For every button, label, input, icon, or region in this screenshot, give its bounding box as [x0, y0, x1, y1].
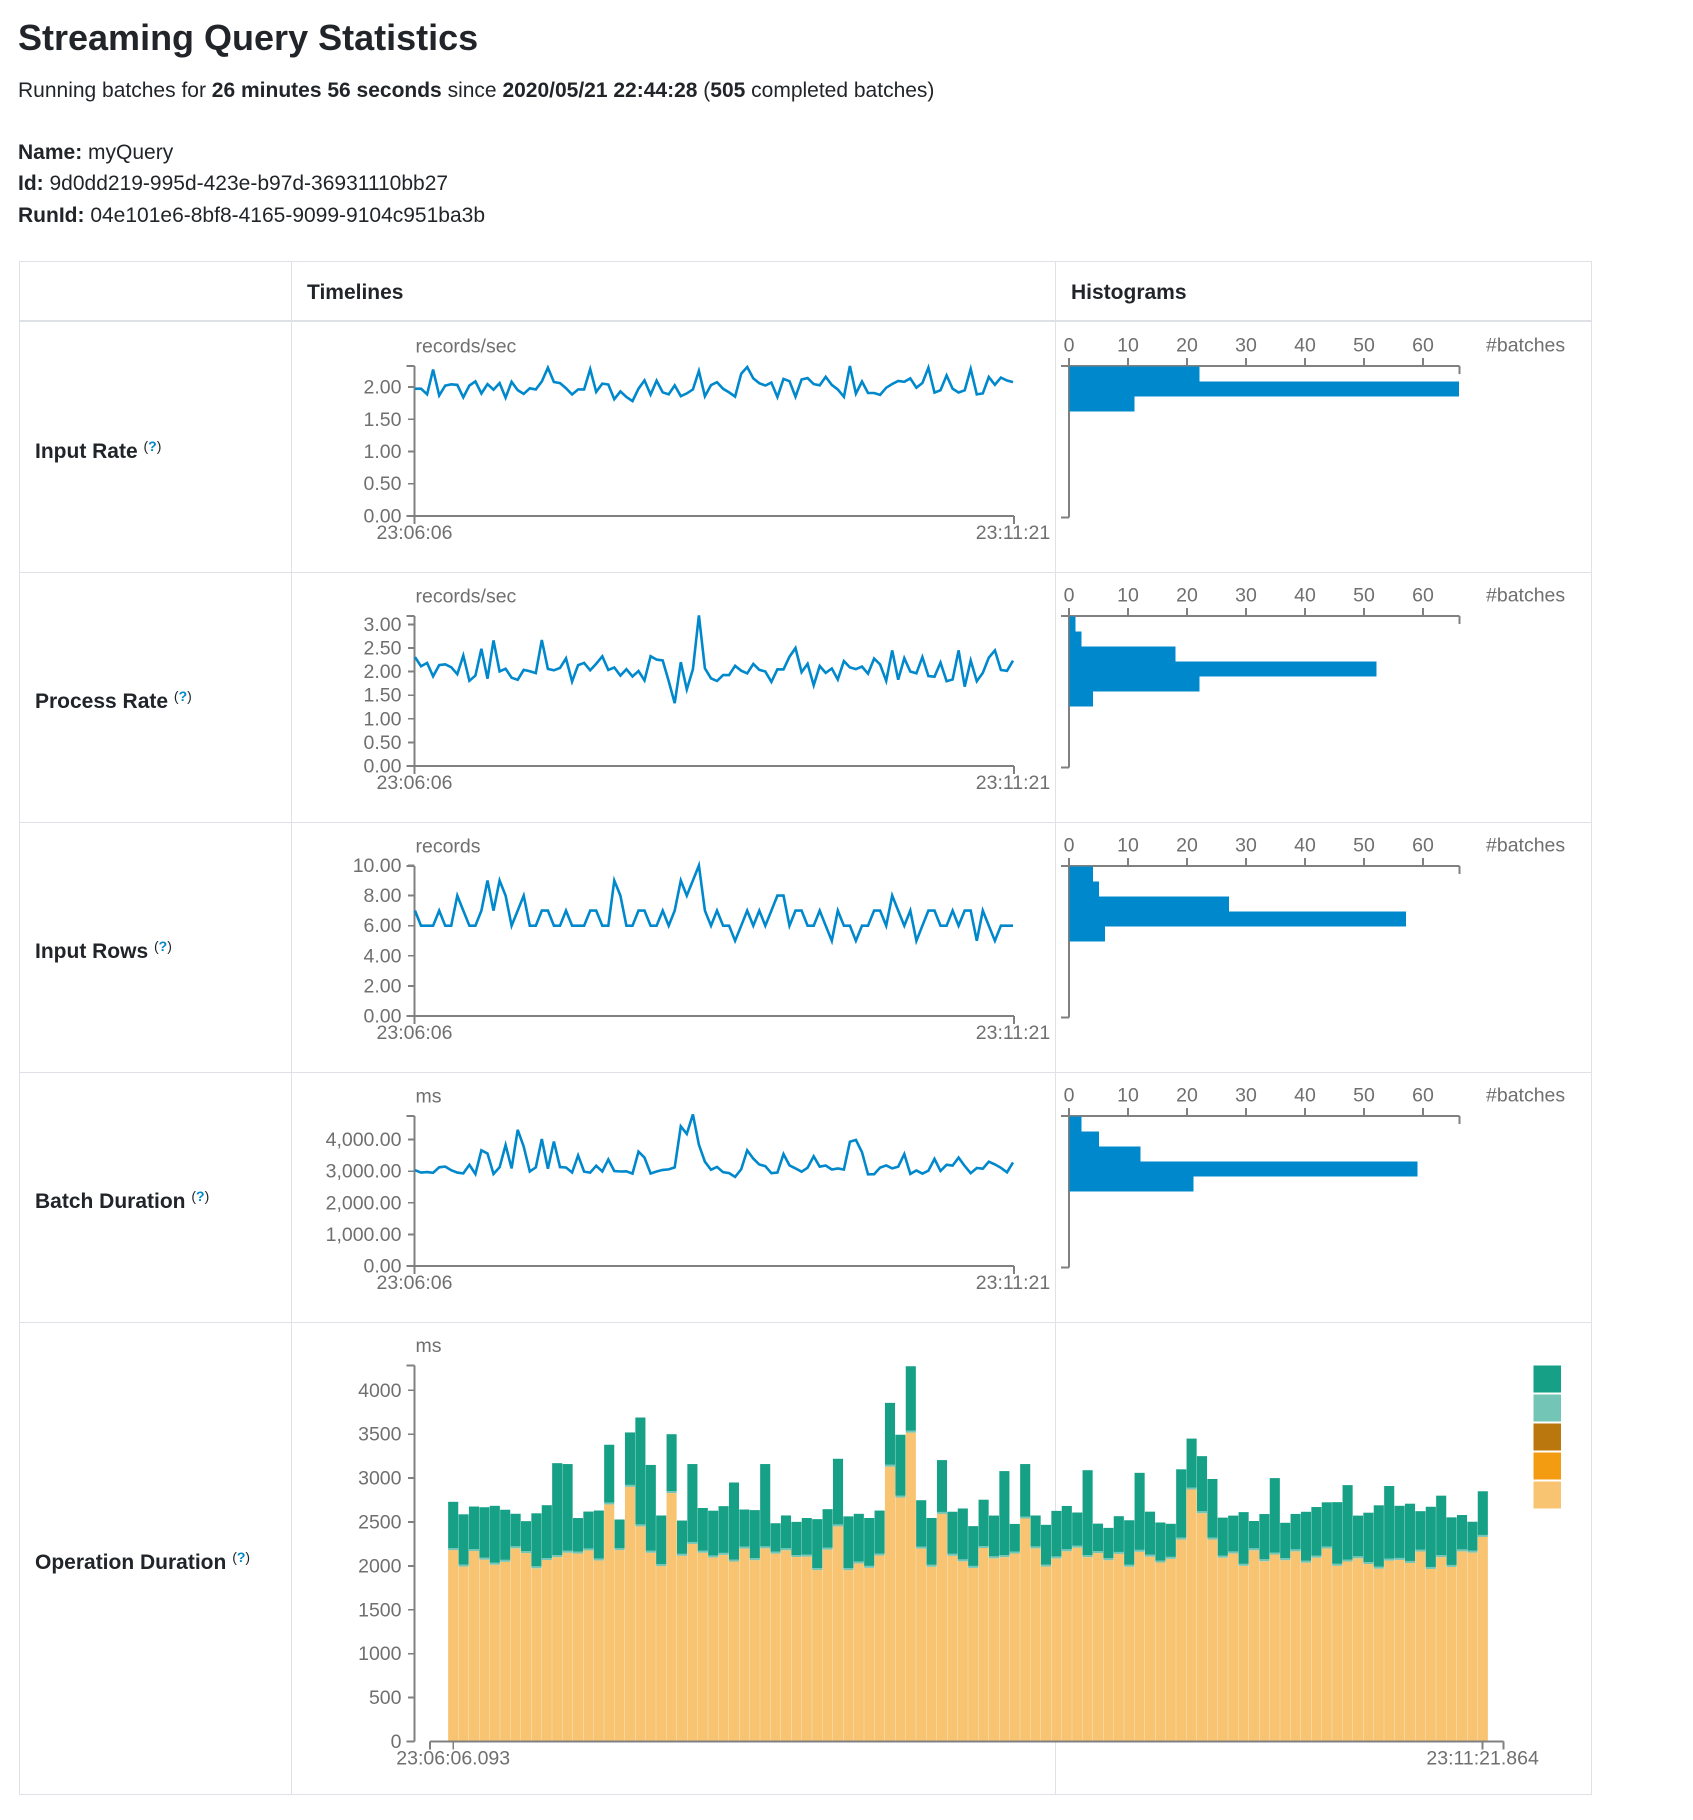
svg-text:23:11:21: 23:11:21: [976, 1022, 1050, 1044]
svg-text:0: 0: [1064, 584, 1075, 606]
svg-text:10: 10: [1117, 334, 1139, 356]
svg-text:2.50: 2.50: [364, 637, 402, 659]
svg-text:6.00: 6.00: [364, 915, 402, 937]
svg-text:2.00: 2.00: [364, 376, 402, 398]
svg-text:10: 10: [1117, 1084, 1139, 1106]
svg-text:1.00: 1.00: [364, 708, 402, 730]
svg-text:23:06:06: 23:06:06: [377, 522, 453, 544]
svg-text:23:06:06: 23:06:06: [377, 1022, 453, 1044]
svg-text:60: 60: [1412, 584, 1434, 606]
svg-text:3.00: 3.00: [364, 613, 402, 635]
svg-text:40: 40: [1294, 584, 1316, 606]
svg-text:0: 0: [1064, 1084, 1075, 1106]
svg-text:0.50: 0.50: [364, 731, 402, 753]
svg-text:23:11:21: 23:11:21: [976, 1272, 1050, 1294]
svg-text:23:06:06: 23:06:06: [377, 772, 453, 794]
svg-text:3500: 3500: [358, 1424, 402, 1446]
svg-text:1500: 1500: [358, 1599, 402, 1621]
svg-text:8.00: 8.00: [364, 885, 402, 907]
svg-text:23:06:06.093: 23:06:06.093: [396, 1748, 510, 1770]
svg-text:10: 10: [1117, 584, 1139, 606]
svg-text:#batches: #batches: [1486, 834, 1565, 856]
svg-text:1000: 1000: [358, 1643, 402, 1665]
svg-text:4,000.00: 4,000.00: [326, 1129, 402, 1151]
svg-text:30: 30: [1235, 834, 1257, 856]
svg-text:30: 30: [1235, 584, 1257, 606]
svg-text:20: 20: [1176, 1084, 1198, 1106]
svg-text:0: 0: [1064, 334, 1075, 356]
svg-text:10.00: 10.00: [353, 855, 402, 877]
svg-text:0.00: 0.00: [364, 1005, 402, 1027]
svg-text:2500: 2500: [358, 1512, 402, 1534]
svg-text:#batches: #batches: [1486, 584, 1565, 606]
svg-text:1.50: 1.50: [364, 408, 402, 430]
svg-text:10: 10: [1117, 834, 1139, 856]
svg-text:500: 500: [369, 1687, 402, 1709]
svg-text:4.00: 4.00: [364, 945, 402, 967]
svg-text:records/sec: records/sec: [416, 585, 517, 607]
svg-text:1,000.00: 1,000.00: [326, 1223, 402, 1245]
svg-text:30: 30: [1235, 334, 1257, 356]
svg-text:ms: ms: [416, 1085, 442, 1107]
svg-text:20: 20: [1176, 584, 1198, 606]
svg-text:23:11:21: 23:11:21: [976, 522, 1050, 544]
svg-text:50: 50: [1353, 584, 1375, 606]
svg-text:0.00: 0.00: [364, 505, 402, 527]
svg-text:40: 40: [1294, 834, 1316, 856]
svg-text:40: 40: [1294, 334, 1316, 356]
svg-text:0.00: 0.00: [364, 755, 402, 777]
svg-text:1.00: 1.00: [364, 441, 402, 463]
svg-text:23:06:06: 23:06:06: [377, 1272, 453, 1294]
svg-text:2.00: 2.00: [364, 661, 402, 683]
svg-text:records: records: [416, 835, 481, 857]
svg-text:4000: 4000: [358, 1380, 402, 1402]
svg-text:30: 30: [1235, 1084, 1257, 1106]
svg-text:ms: ms: [416, 1335, 442, 1357]
svg-text:60: 60: [1412, 1084, 1434, 1106]
svg-text:0.50: 0.50: [364, 473, 402, 495]
svg-text:0.00: 0.00: [364, 1255, 402, 1277]
svg-text:records/sec: records/sec: [416, 335, 517, 357]
svg-text:2,000.00: 2,000.00: [326, 1192, 402, 1214]
svg-text:3000: 3000: [358, 1468, 402, 1490]
svg-text:50: 50: [1353, 834, 1375, 856]
svg-text:1.50: 1.50: [364, 684, 402, 706]
svg-text:0: 0: [1064, 834, 1075, 856]
svg-text:40: 40: [1294, 1084, 1316, 1106]
svg-text:20: 20: [1176, 334, 1198, 356]
svg-text:60: 60: [1412, 334, 1434, 356]
svg-text:50: 50: [1353, 334, 1375, 356]
svg-text:2.00: 2.00: [364, 975, 402, 997]
svg-text:3,000.00: 3,000.00: [326, 1160, 402, 1182]
svg-text:20: 20: [1176, 834, 1198, 856]
svg-text:23:11:21.864: 23:11:21.864: [1426, 1748, 1539, 1770]
svg-text:23:11:21: 23:11:21: [976, 772, 1050, 794]
svg-text:2000: 2000: [358, 1555, 402, 1577]
svg-text:0: 0: [391, 1731, 402, 1753]
svg-text:60: 60: [1412, 834, 1434, 856]
svg-text:#batches: #batches: [1486, 1084, 1565, 1106]
svg-text:#batches: #batches: [1486, 334, 1565, 356]
svg-text:50: 50: [1353, 1084, 1375, 1106]
